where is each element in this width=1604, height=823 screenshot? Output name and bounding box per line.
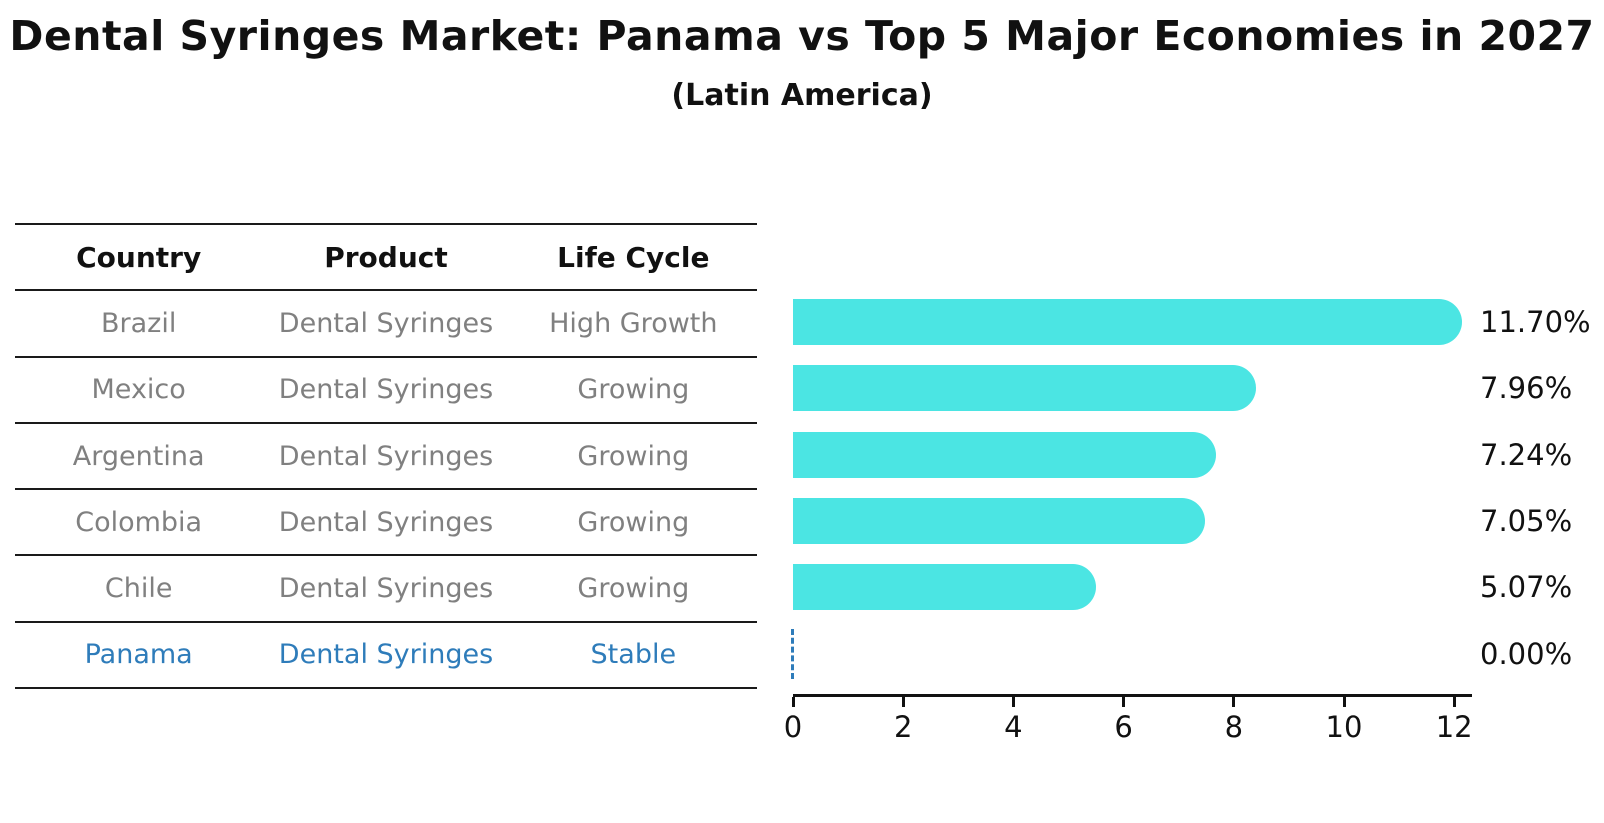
column-header: Life Cycle: [557, 240, 710, 274]
table-row: Brazil Dental Syringes High Growth: [15, 291, 757, 358]
table-cell-life-cycle: Growing: [577, 573, 690, 605]
table-row: Mexico Dental Syringes Growing: [15, 358, 757, 424]
table-cell-country: Mexico: [91, 374, 186, 406]
table-header-row: Country Product Life Cycle: [15, 225, 757, 292]
table-row: Colombia Dental Syringes Growing: [15, 490, 757, 557]
table-cell-life-cycle: Growing: [577, 374, 690, 406]
table-cell-product: Dental Syringes: [278, 374, 494, 406]
bar-value-label: 0.00%: [1480, 636, 1573, 671]
x-axis-tick-label: 2: [893, 710, 913, 744]
table-cell-country: Chile: [104, 573, 173, 605]
x-axis-tick-label: 10: [1325, 710, 1363, 744]
x-axis-tick: [1011, 697, 1015, 707]
table-row: Chile Dental Syringes Growing: [15, 556, 757, 623]
x-axis-tick-label: 0: [783, 710, 803, 744]
bar-value-label: 11.70%: [1480, 305, 1591, 339]
table-cell-life-cycle: Growing: [577, 440, 690, 472]
table-cell-product: Dental Syringes: [278, 440, 494, 472]
table-cell-product: Dental Syringes: [278, 573, 494, 605]
x-axis-tick: [1452, 697, 1456, 707]
bar-value-label: 7.05%: [1480, 503, 1573, 538]
x-axis-line: [793, 694, 1472, 697]
table-cell-life-cycle: Stable: [590, 639, 677, 671]
x-axis-tick-label: 4: [1004, 710, 1023, 744]
value-bar: [793, 564, 1097, 611]
zero-value-dashed-marker: [791, 628, 794, 679]
x-axis-tick: [1232, 697, 1236, 707]
value-bar: [793, 498, 1206, 545]
bar-value-label: 7.96%: [1480, 371, 1573, 406]
column-header: Product: [324, 240, 448, 274]
chart-subtitle: (Latin America): [671, 78, 933, 113]
bar-value-label: 7.24%: [1480, 437, 1573, 472]
x-axis-tick-label: 8: [1224, 710, 1244, 744]
x-axis-tick-label: 6: [1114, 710, 1133, 744]
value-bar: [793, 365, 1256, 412]
x-axis-tick: [901, 697, 905, 707]
table-cell-country: Argentina: [72, 440, 205, 472]
table-cell-country: Brazil: [100, 307, 177, 339]
bar-value-label: 5.07%: [1480, 570, 1573, 605]
table-cell-product: Dental Syringes: [278, 639, 494, 671]
x-axis-tick: [791, 697, 795, 707]
table-cell-product: Dental Syringes: [278, 307, 494, 339]
x-axis-tick-label: 12: [1435, 710, 1473, 744]
table-row: Panama Dental Syringes Stable: [15, 623, 757, 690]
table-cell-country: Panama: [84, 639, 193, 671]
value-bar: [793, 299, 1462, 346]
x-axis-tick: [1122, 697, 1126, 707]
table-row: Argentina Dental Syringes Growing: [15, 424, 757, 491]
value-bar: [793, 431, 1216, 478]
x-axis-tick: [1342, 697, 1346, 707]
table-cell-life-cycle: Growing: [577, 506, 690, 538]
column-header: Country: [76, 240, 202, 274]
country-table: Country Product Life Cycle Brazil Dental Syr…: [15, 223, 757, 690]
table-cell-product: Dental Syringes: [278, 506, 494, 538]
table-cell-country: Colombia: [75, 506, 203, 538]
table-cell-life-cycle: High Growth: [549, 307, 718, 339]
chart-title: Dental Syringes Market: Panama vs Top 5 …: [9, 12, 1595, 60]
